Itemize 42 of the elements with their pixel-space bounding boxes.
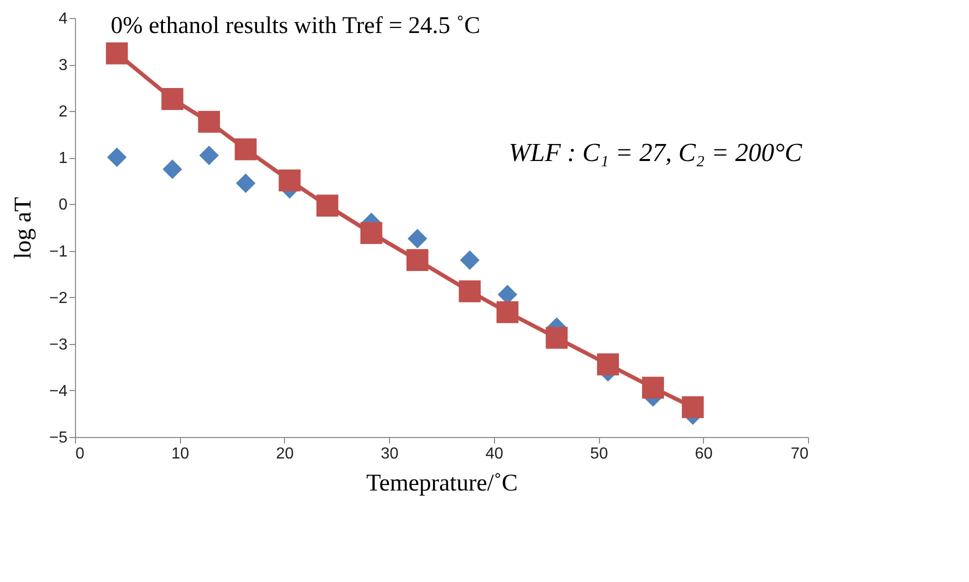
point [546, 326, 568, 349]
x-tick-label: 10 [171, 446, 190, 462]
y-tick-label: 4 [58, 10, 68, 28]
point [316, 194, 338, 217]
y-tick-label: −4 [49, 382, 68, 400]
point [199, 146, 219, 166]
x-tick-label: 70 [790, 446, 809, 462]
point [234, 138, 257, 160]
x-tick-label: 60 [694, 446, 713, 462]
y-tick-label: −1 [49, 243, 68, 260]
chart-title: 0% ethanol results with Tref = 24.5 ˚C [110, 13, 480, 39]
point [408, 228, 428, 248]
x-tick-label: 20 [276, 446, 294, 462]
point [460, 250, 480, 270]
y-tick-label: 3 [58, 57, 68, 74]
point [278, 170, 301, 192]
y-axis-title: log aT [10, 196, 36, 259]
x-tick-label: 50 [590, 446, 608, 462]
y-tick-label: 2 [58, 104, 68, 121]
point [107, 147, 127, 167]
point [161, 88, 184, 110]
annotation: WLF : C₁ = 27, C₂ = 200°C [508, 138, 803, 167]
point [642, 376, 664, 399]
y-tick-label: −2 [49, 290, 68, 307]
point [406, 249, 428, 272]
point [458, 280, 481, 302]
y-tick-label: −5 [49, 430, 68, 446]
x-tick-label: 30 [380, 446, 399, 462]
point [198, 110, 220, 133]
point [682, 396, 704, 418]
x-tick-label: 40 [485, 446, 504, 462]
y-tick-label: −3 [49, 336, 68, 354]
y-tick-label: 1 [58, 150, 68, 168]
point [597, 353, 619, 376]
x-tick-label: 0 [76, 446, 84, 462]
point [106, 42, 128, 64]
point [162, 160, 182, 180]
y-tick-label: 0 [58, 196, 68, 214]
point [236, 174, 256, 194]
point [360, 222, 382, 244]
point [496, 301, 518, 324]
x-axis-title: Temeprature/˚C [366, 470, 518, 496]
